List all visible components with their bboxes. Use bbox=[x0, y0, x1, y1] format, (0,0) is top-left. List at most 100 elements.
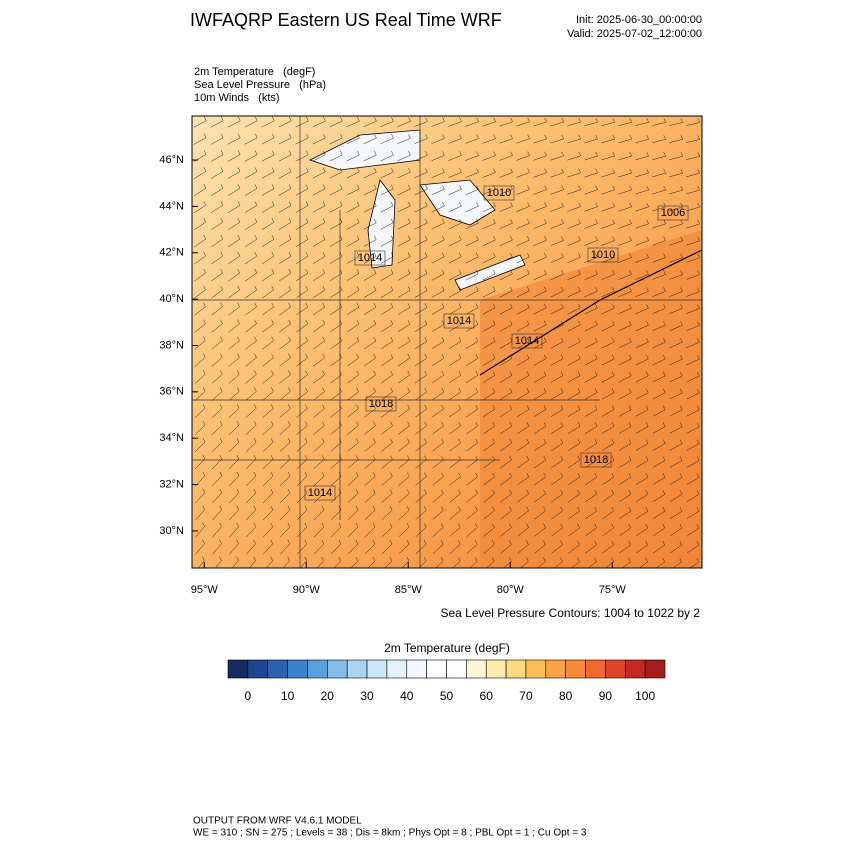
wind-barb bbox=[499, 219, 513, 230]
wind-barb bbox=[313, 353, 325, 367]
wind-barb bbox=[448, 286, 462, 298]
wind-barb bbox=[601, 371, 615, 383]
wind-barb bbox=[296, 505, 308, 521]
wind-barb bbox=[347, 336, 360, 350]
wind-barb bbox=[363, 218, 377, 230]
colorbar-box bbox=[287, 659, 308, 679]
wind-barb bbox=[466, 523, 478, 537]
wind-barb bbox=[534, 489, 546, 503]
wind-barb bbox=[500, 523, 512, 537]
wind-barb bbox=[347, 539, 359, 555]
wind-barb bbox=[482, 168, 496, 178]
wind-barb bbox=[686, 388, 700, 400]
wind-barb bbox=[330, 370, 342, 384]
wind-barbs bbox=[193, 116, 701, 568]
wind-barb bbox=[568, 456, 581, 469]
wind-barb bbox=[279, 421, 291, 435]
wind-barb bbox=[363, 134, 377, 145]
wind-barb bbox=[346, 150, 360, 162]
wind-barb bbox=[499, 320, 513, 332]
wind-barb bbox=[584, 202, 598, 212]
y-tick-label: 38°N bbox=[159, 339, 184, 351]
wind-barb bbox=[652, 219, 666, 229]
wind-barb bbox=[618, 405, 632, 417]
wind-barb bbox=[533, 253, 547, 264]
wind-barb bbox=[414, 286, 428, 298]
wind-barb bbox=[312, 252, 326, 264]
wind-barb bbox=[431, 303, 445, 315]
wind-barb bbox=[602, 540, 614, 554]
wind-barb bbox=[499, 185, 513, 195]
wind-barb bbox=[211, 218, 224, 231]
wind-barb bbox=[635, 219, 649, 229]
wind-barb bbox=[193, 167, 207, 179]
wind-barb bbox=[516, 236, 530, 247]
wind-barb bbox=[262, 471, 274, 487]
wind-barb bbox=[618, 422, 632, 434]
wind-barb bbox=[652, 321, 666, 332]
wind-barb bbox=[397, 269, 411, 281]
wind-barb bbox=[618, 456, 632, 468]
colorbar-title: 2m Temperature (degF) bbox=[384, 641, 510, 655]
wind-barb bbox=[449, 371, 462, 384]
wind-barb bbox=[212, 539, 222, 555]
wind-barb bbox=[398, 370, 411, 384]
wind-barb bbox=[635, 321, 649, 332]
wind-barb bbox=[229, 539, 239, 555]
wind-barb bbox=[618, 219, 632, 229]
wind-barb bbox=[279, 505, 291, 521]
wind-barb bbox=[500, 489, 512, 503]
wind-barb bbox=[635, 405, 649, 417]
wind-barb bbox=[635, 354, 649, 366]
wind-barb bbox=[465, 151, 479, 161]
wind-barb bbox=[482, 151, 496, 161]
wind-barb bbox=[686, 118, 701, 126]
wind-barb bbox=[415, 540, 427, 554]
wind-barb bbox=[635, 152, 650, 161]
wind-barb bbox=[262, 336, 274, 350]
wind-barb bbox=[312, 116, 326, 128]
wind-barb bbox=[364, 421, 376, 435]
contour-label-box bbox=[354, 250, 386, 266]
wind-barb bbox=[533, 134, 548, 144]
y-tick-label: 32°N bbox=[159, 478, 184, 490]
wind-barb bbox=[278, 150, 292, 162]
wind-barb bbox=[210, 116, 224, 128]
colorbar-box bbox=[386, 659, 408, 679]
wind-barb bbox=[363, 117, 377, 127]
wind-barb bbox=[296, 336, 308, 350]
wind-barb bbox=[246, 539, 256, 555]
wind-barb bbox=[195, 522, 205, 538]
wind-barb bbox=[618, 236, 632, 246]
contour-label-box bbox=[511, 333, 543, 349]
wind-barb bbox=[689, 557, 700, 568]
wind-barb bbox=[295, 116, 309, 128]
wind-barb bbox=[465, 168, 479, 178]
wind-barb bbox=[652, 118, 667, 126]
wind-barb bbox=[346, 184, 360, 196]
wind-barb bbox=[567, 371, 581, 383]
wind-barb bbox=[466, 489, 478, 503]
wind-barb bbox=[211, 471, 223, 487]
wind-barb bbox=[584, 134, 599, 144]
wind-barb bbox=[210, 133, 224, 145]
wind-barb bbox=[279, 269, 292, 282]
wind-barb bbox=[193, 150, 207, 162]
wind-barb bbox=[601, 320, 615, 332]
wind-barb bbox=[567, 253, 581, 263]
wind-barb bbox=[431, 337, 445, 349]
wind-barb bbox=[635, 118, 650, 126]
wind-barb bbox=[397, 167, 411, 179]
wind-barb bbox=[347, 438, 359, 452]
wind-barb bbox=[482, 185, 496, 195]
wind-barb bbox=[245, 302, 257, 316]
wind-barb bbox=[534, 540, 546, 554]
wind-barb bbox=[313, 438, 325, 452]
contour-label: 1014 bbox=[515, 335, 539, 347]
wind-barb bbox=[635, 388, 649, 400]
wind-barb bbox=[398, 337, 411, 350]
wind-barb bbox=[210, 150, 224, 162]
wind-barb bbox=[551, 439, 564, 452]
wind-barb bbox=[211, 421, 223, 436]
wind-barb bbox=[602, 489, 615, 503]
